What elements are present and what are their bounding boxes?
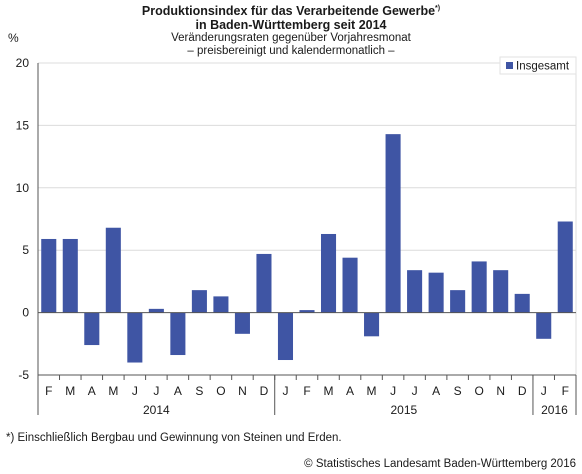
bar	[105, 227, 121, 313]
y-tick-label: 15	[16, 118, 30, 132]
y-tick-label: 10	[16, 181, 30, 195]
bar	[320, 233, 337, 313]
bar	[234, 312, 250, 334]
bar	[277, 312, 294, 361]
month-label: A	[174, 384, 182, 398]
month-label: F	[562, 384, 569, 398]
month-label: A	[346, 384, 354, 398]
chart-title-block: Produktionsindex für das Verarbeitende G…	[0, 2, 582, 58]
month-label: M	[65, 384, 75, 398]
month-label: M	[324, 384, 334, 398]
month-label: N	[496, 384, 505, 398]
month-label: F	[303, 384, 310, 398]
month-label: J	[390, 384, 396, 398]
bar	[557, 221, 573, 313]
legend-swatch	[506, 62, 513, 69]
bar	[450, 290, 466, 313]
bar	[170, 312, 186, 356]
month-label: A	[432, 384, 440, 398]
year-label: 2016	[541, 403, 568, 417]
year-label: 2015	[390, 403, 417, 417]
month-label: J	[153, 384, 159, 398]
month-label: F	[45, 384, 52, 398]
month-label: S	[195, 384, 203, 398]
bar	[41, 238, 57, 313]
bar	[213, 296, 229, 313]
bar	[127, 312, 143, 363]
month-label: D	[518, 384, 527, 398]
month-label: D	[260, 384, 269, 398]
bar	[428, 272, 444, 313]
footnote: *) Einschließlich Bergbau und Gewinnung …	[6, 432, 342, 444]
chart-subtitle: Veränderungsraten gegenüber Vorjahresmon…	[171, 32, 411, 45]
bar	[471, 261, 487, 313]
month-label: M	[108, 384, 118, 398]
chart-title: Produktionsindex für das Verarbeitende G…	[141, 4, 441, 19]
month-label: J	[132, 384, 138, 398]
bar	[493, 270, 509, 313]
bar	[191, 290, 207, 313]
bar	[62, 238, 78, 313]
month-label: O	[474, 384, 483, 398]
chart-subtitle-line2: – preisbereinigt und kalendermonatlich –	[187, 45, 395, 58]
title-footnote-mark: *)	[435, 5, 441, 12]
y-tick-label: -5	[18, 368, 29, 382]
chart-title-line2: in Baden-Württemberg seit 2014	[195, 18, 387, 33]
bar	[385, 134, 401, 313]
year-label: 2014	[143, 403, 170, 417]
month-label: O	[216, 384, 225, 398]
bar	[256, 253, 272, 313]
bar	[407, 270, 423, 313]
month-label: J	[541, 384, 547, 398]
month-label: J	[282, 384, 288, 398]
month-label: M	[367, 384, 377, 398]
month-label: A	[88, 384, 96, 398]
y-axis-unit: %	[8, 31, 19, 45]
bar	[364, 312, 380, 337]
month-label: N	[238, 384, 247, 398]
legend-box	[499, 56, 577, 75]
bar	[299, 310, 315, 313]
month-label: S	[454, 384, 462, 398]
legend-label: Insgesamt	[516, 61, 570, 73]
bar	[514, 293, 530, 313]
y-tick-label: 20	[16, 56, 30, 70]
y-tick-label: 0	[22, 306, 29, 320]
y-tick-label: 5	[22, 243, 29, 257]
source-note: © Statistisches Landesamt Baden-Württemb…	[304, 458, 576, 470]
bar	[84, 312, 100, 346]
bar	[536, 312, 552, 339]
bar	[342, 257, 358, 313]
month-label: J	[412, 384, 418, 398]
bar	[148, 308, 164, 313]
